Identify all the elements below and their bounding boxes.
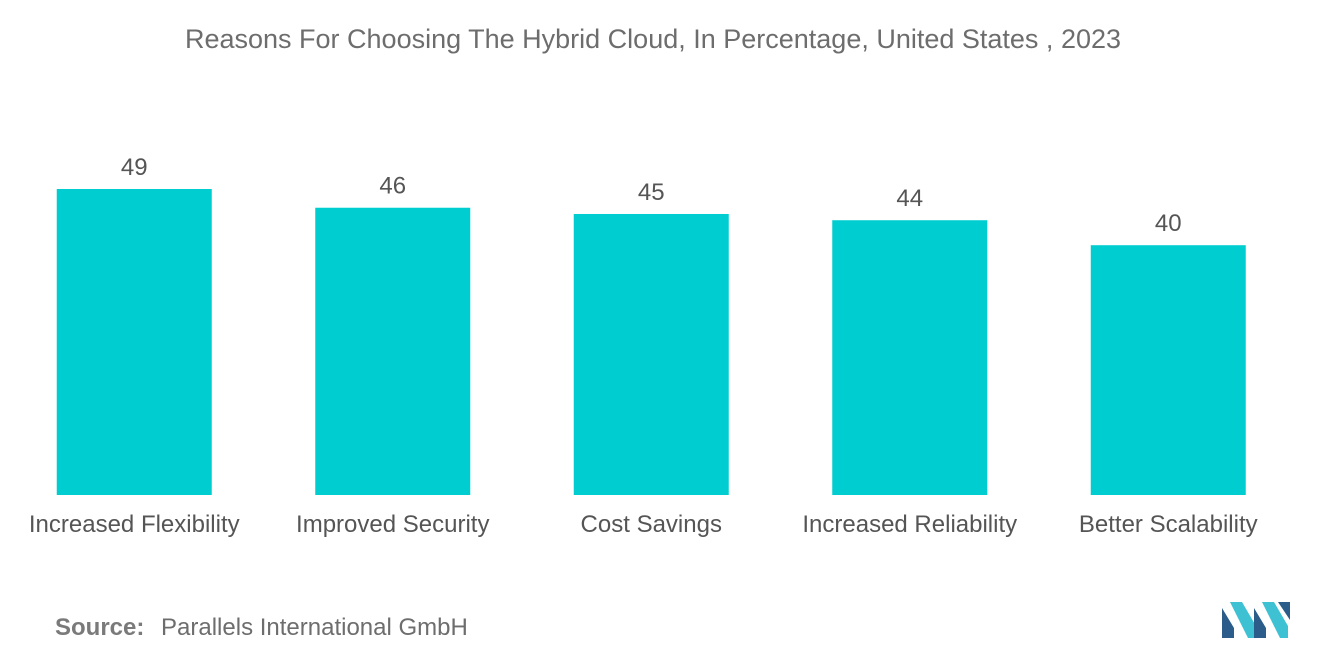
data-label-0: 49 <box>121 154 148 181</box>
x-tick-label-3: Increased Reliability <box>802 511 1017 538</box>
bar-0 <box>56 189 212 495</box>
source-text: Parallels International GmbH <box>161 614 468 641</box>
source-note: Source: Parallels International GmbH <box>55 614 468 642</box>
x-tick-label-2: Cost Savings <box>581 511 722 538</box>
data-label-1: 46 <box>379 173 406 200</box>
x-tick-label-1: Improved Security <box>296 511 489 538</box>
chart-title: Reasons For Choosing The Hybrid Cloud, I… <box>184 24 1122 54</box>
bar-4 <box>1090 245 1246 495</box>
mordor-intelligence-logo-icon <box>1222 602 1290 638</box>
data-label-4: 40 <box>1155 210 1182 237</box>
bar-3 <box>832 220 988 495</box>
bar-1 <box>315 207 471 496</box>
source-label: Source: <box>55 614 145 641</box>
data-label-3: 44 <box>896 185 923 212</box>
x-tick-label-4: Better Scalability <box>1079 511 1258 538</box>
data-label-2: 45 <box>638 179 665 206</box>
x-tick-label-0: Increased Flexibility <box>29 511 240 538</box>
bar-2 <box>573 213 729 495</box>
